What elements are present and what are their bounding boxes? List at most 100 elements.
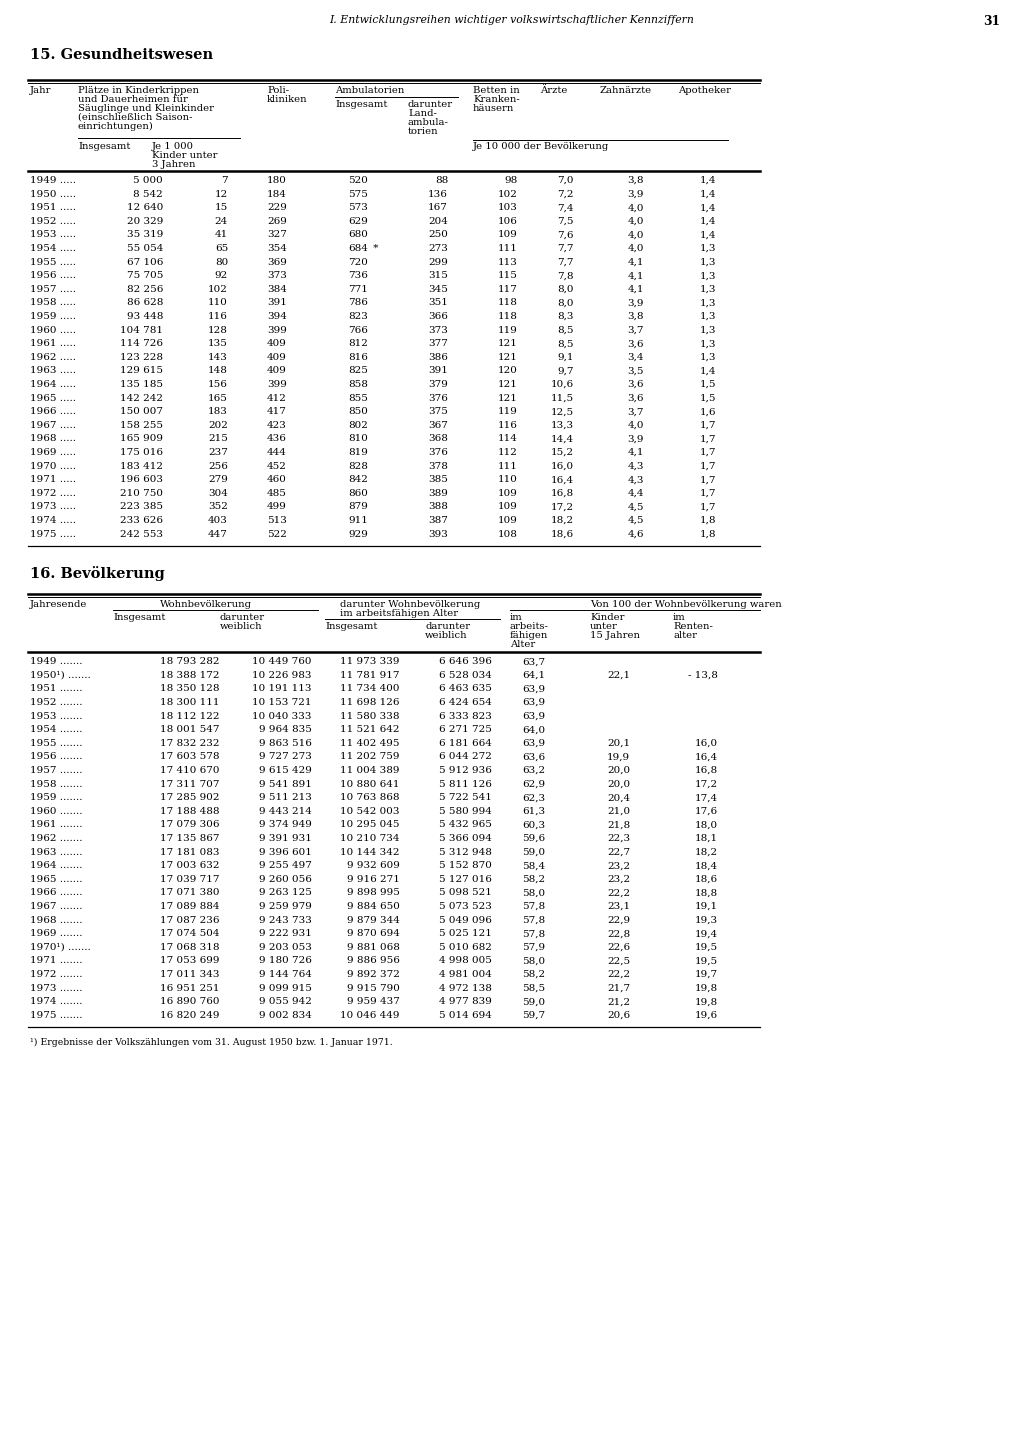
Text: 391: 391 <box>428 366 449 376</box>
Text: 3,5: 3,5 <box>628 366 644 376</box>
Text: 59,6: 59,6 <box>522 835 545 843</box>
Text: 5 722 541: 5 722 541 <box>439 793 492 802</box>
Text: 5 811 126: 5 811 126 <box>439 780 492 789</box>
Text: 9 263 125: 9 263 125 <box>259 889 312 897</box>
Text: 4,5: 4,5 <box>628 516 644 524</box>
Text: 3,9: 3,9 <box>628 190 644 199</box>
Text: 4,0: 4,0 <box>628 203 644 211</box>
Text: 17 410 670: 17 410 670 <box>161 766 220 775</box>
Text: 19,6: 19,6 <box>695 1010 718 1020</box>
Text: 11 521 642: 11 521 642 <box>341 725 400 735</box>
Text: 119: 119 <box>498 407 518 416</box>
Text: 8,0: 8,0 <box>557 299 574 307</box>
Text: einrichtungen): einrichtungen) <box>78 121 154 131</box>
Text: 3,9: 3,9 <box>628 299 644 307</box>
Text: darunter: darunter <box>425 622 470 632</box>
Text: 6 646 396: 6 646 396 <box>439 657 492 666</box>
Text: 1974 .....: 1974 ..... <box>30 516 76 524</box>
Text: 22,1: 22,1 <box>607 670 630 680</box>
Text: 17 003 632: 17 003 632 <box>161 862 220 870</box>
Text: 58,0: 58,0 <box>522 956 545 966</box>
Text: Alter: Alter <box>510 640 536 649</box>
Text: 19,7: 19,7 <box>695 970 718 979</box>
Text: 1949 .....: 1949 ..... <box>30 176 76 184</box>
Text: 22,2: 22,2 <box>607 889 630 897</box>
Text: 19,8: 19,8 <box>695 983 718 993</box>
Text: 7,7: 7,7 <box>557 244 574 253</box>
Text: 5 000: 5 000 <box>133 176 163 184</box>
Text: 17 832 232: 17 832 232 <box>161 739 220 747</box>
Text: 3,9: 3,9 <box>628 434 644 443</box>
Text: 10 542 003: 10 542 003 <box>341 807 400 816</box>
Text: 21,8: 21,8 <box>607 820 630 829</box>
Text: 18 300 111: 18 300 111 <box>161 697 220 707</box>
Text: 20 329: 20 329 <box>127 217 163 226</box>
Text: 9 884 650: 9 884 650 <box>347 902 400 912</box>
Text: 57,8: 57,8 <box>522 902 545 912</box>
Text: 116: 116 <box>498 420 518 430</box>
Text: 14,4: 14,4 <box>551 434 574 443</box>
Text: 21,2: 21,2 <box>607 997 630 1006</box>
Text: 3,7: 3,7 <box>628 326 644 334</box>
Text: 9 002 834: 9 002 834 <box>259 1010 312 1020</box>
Text: 11 973 339: 11 973 339 <box>341 657 400 666</box>
Text: 148: 148 <box>208 366 228 376</box>
Text: 111: 111 <box>498 462 518 470</box>
Text: 24: 24 <box>215 217 228 226</box>
Text: 4,0: 4,0 <box>628 244 644 253</box>
Text: 1954 .......: 1954 ....... <box>30 725 83 735</box>
Text: 9 255 497: 9 255 497 <box>259 862 312 870</box>
Text: 1,3: 1,3 <box>699 244 716 253</box>
Text: 128: 128 <box>208 326 228 334</box>
Text: 823: 823 <box>348 312 368 322</box>
Text: 1,3: 1,3 <box>699 326 716 334</box>
Text: 17,4: 17,4 <box>695 793 718 802</box>
Text: 409: 409 <box>267 353 287 362</box>
Text: 13,3: 13,3 <box>551 420 574 430</box>
Text: 1,6: 1,6 <box>699 407 716 416</box>
Text: Zahnärzte: Zahnärzte <box>600 86 652 94</box>
Text: 109: 109 <box>498 489 518 497</box>
Text: 812: 812 <box>348 339 368 349</box>
Text: 9 396 601: 9 396 601 <box>259 847 312 856</box>
Text: 9 203 053: 9 203 053 <box>259 943 312 952</box>
Text: 816: 816 <box>348 353 368 362</box>
Text: Von 100 der Wohnbevölkerung waren: Von 100 der Wohnbevölkerung waren <box>590 600 781 609</box>
Text: 18,2: 18,2 <box>695 847 718 856</box>
Text: 15,2: 15,2 <box>551 449 574 457</box>
Text: 7,0: 7,0 <box>557 176 574 184</box>
Text: 3,7: 3,7 <box>628 407 644 416</box>
Text: 384: 384 <box>267 284 287 294</box>
Text: 9 243 733: 9 243 733 <box>259 916 312 925</box>
Text: 1961 .......: 1961 ....... <box>30 820 83 829</box>
Text: Insgesamt: Insgesamt <box>113 613 165 622</box>
Text: 15. Gesundheitswesen: 15. Gesundheitswesen <box>30 49 213 61</box>
Text: 436: 436 <box>267 434 287 443</box>
Text: 7: 7 <box>221 176 228 184</box>
Text: 175 016: 175 016 <box>120 449 163 457</box>
Text: 110: 110 <box>498 476 518 484</box>
Text: 1966 .....: 1966 ..... <box>30 407 76 416</box>
Text: 10 191 113: 10 191 113 <box>253 684 312 693</box>
Text: 315: 315 <box>428 272 449 280</box>
Text: 62,9: 62,9 <box>522 780 545 789</box>
Text: 61,3: 61,3 <box>522 807 545 816</box>
Text: 7,5: 7,5 <box>557 217 574 226</box>
Text: 63,7: 63,7 <box>522 657 545 666</box>
Text: 17 188 488: 17 188 488 <box>161 807 220 816</box>
Text: 850: 850 <box>348 407 368 416</box>
Text: 229: 229 <box>267 203 287 211</box>
Text: 1,3: 1,3 <box>699 339 716 349</box>
Text: 352: 352 <box>208 503 228 512</box>
Text: 10,6: 10,6 <box>551 380 574 389</box>
Text: 103: 103 <box>498 203 518 211</box>
Text: Poli-: Poli- <box>267 86 289 94</box>
Text: 304: 304 <box>208 489 228 497</box>
Text: 9 443 214: 9 443 214 <box>259 807 312 816</box>
Text: 6 463 635: 6 463 635 <box>439 684 492 693</box>
Text: 135 185: 135 185 <box>120 380 163 389</box>
Text: 1955 .......: 1955 ....... <box>30 739 83 747</box>
Text: 67 106: 67 106 <box>127 257 163 267</box>
Text: 63,9: 63,9 <box>522 712 545 720</box>
Text: 242 553: 242 553 <box>120 530 163 539</box>
